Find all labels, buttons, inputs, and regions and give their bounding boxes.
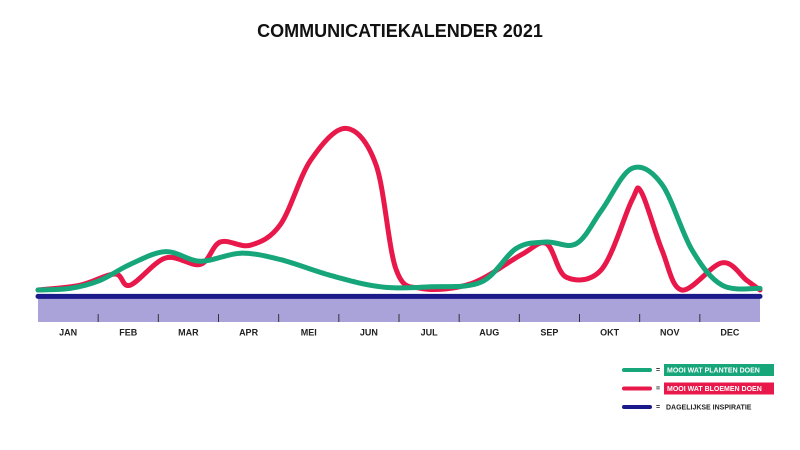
legend-label: MOOI WAT BLOEMEN DOEN (667, 386, 762, 393)
legend-separator: = (656, 367, 660, 374)
legend-separator: = (656, 404, 660, 411)
x-tick-label: JAN (59, 327, 77, 337)
x-tick-label: MEI (301, 327, 317, 337)
x-tick-label: JUN (360, 327, 378, 337)
legend-label: MOOI WAT PLANTEN DOEN (667, 367, 760, 374)
chart-title: COMMUNICATIEKALENDER 2021 (257, 21, 543, 41)
series-line (35, 164, 763, 293)
legend-separator: = (656, 385, 660, 392)
x-tick-label: FEB (119, 327, 138, 337)
legend-label: DAGELIJKSE INSPIRATIE (666, 404, 752, 411)
legend-badge (664, 382, 774, 395)
x-tick-label: APR (239, 327, 259, 337)
x-tick-label: MAR (178, 327, 199, 337)
x-tick-label: SEP (540, 327, 558, 337)
month-ticks (97, 314, 701, 322)
x-tick-label: AUG (479, 327, 499, 337)
x-tick-label: OKT (600, 327, 620, 337)
x-tick-label: DEC (720, 327, 740, 337)
series-line (35, 125, 763, 293)
x-tick-label: JUL (421, 327, 439, 337)
x-tick-label: NOV (660, 327, 680, 337)
legend-badge (664, 364, 774, 376)
